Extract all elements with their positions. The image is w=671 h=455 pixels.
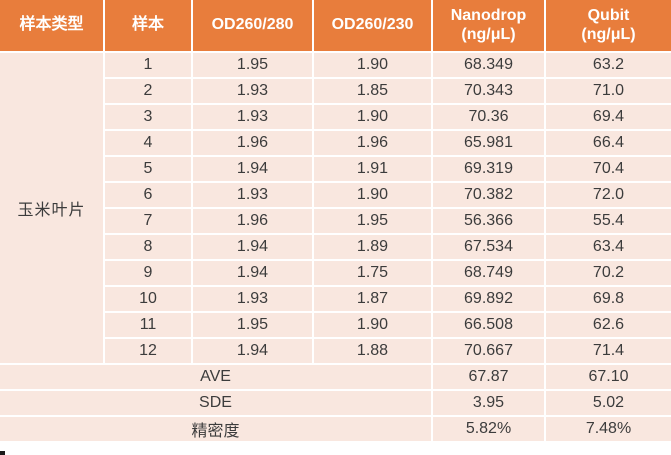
cell-qubit: 70.2 bbox=[546, 261, 671, 285]
cell-od260-280: 1.94 bbox=[193, 261, 312, 285]
cell-qubit: 55.4 bbox=[546, 209, 671, 233]
cell-nanodrop: 67.534 bbox=[433, 235, 544, 259]
header-sample-type: 样本类型 bbox=[0, 0, 103, 51]
cell-od260-280: 1.93 bbox=[193, 105, 312, 129]
table-row: 11 1.95 1.90 66.508 62.6 bbox=[0, 313, 671, 337]
table-row: 12 1.94 1.88 70.667 71.4 bbox=[0, 339, 671, 363]
cell-od260-230: 1.88 bbox=[314, 339, 431, 363]
summary-row-sde: SDE 3.95 5.02 bbox=[0, 391, 671, 415]
cell-od260-230: 1.90 bbox=[314, 183, 431, 207]
cell-od260-280: 1.96 bbox=[193, 131, 312, 155]
cell-od260-230: 1.95 bbox=[314, 209, 431, 233]
cell-sample-id: 4 bbox=[105, 131, 191, 155]
table-row: 6 1.93 1.90 70.382 72.0 bbox=[0, 183, 671, 207]
cell-qubit: 69.8 bbox=[546, 287, 671, 311]
cell-sample-id: 2 bbox=[105, 79, 191, 103]
cell-sample-id: 7 bbox=[105, 209, 191, 233]
header-nanodrop: Nanodrop (ng/μL) bbox=[433, 0, 544, 51]
cell-nanodrop: 69.319 bbox=[433, 157, 544, 181]
cell-od260-230: 1.87 bbox=[314, 287, 431, 311]
table-row: 9 1.94 1.75 68.749 70.2 bbox=[0, 261, 671, 285]
cell-nanodrop: 68.749 bbox=[433, 261, 544, 285]
cell-qubit: 71.4 bbox=[546, 339, 671, 363]
summary-label-sde: SDE bbox=[0, 391, 431, 415]
cell-od260-230: 1.85 bbox=[314, 79, 431, 103]
cell-sample-id: 6 bbox=[105, 183, 191, 207]
cell-qubit: 62.6 bbox=[546, 313, 671, 337]
cell-qubit: 63.4 bbox=[546, 235, 671, 259]
cell-nanodrop: 56.366 bbox=[433, 209, 544, 233]
cell-od260-280: 1.94 bbox=[193, 157, 312, 181]
cell-od260-230: 1.91 bbox=[314, 157, 431, 181]
cell-od260-280: 1.94 bbox=[193, 339, 312, 363]
summary-ave-nanodrop: 67.87 bbox=[433, 365, 544, 389]
cell-sample-id: 1 bbox=[105, 53, 191, 77]
cell-sample-id: 5 bbox=[105, 157, 191, 181]
cell-nanodrop: 70.382 bbox=[433, 183, 544, 207]
cell-nanodrop: 70.343 bbox=[433, 79, 544, 103]
cell-od260-280: 1.94 bbox=[193, 235, 312, 259]
table-row: 8 1.94 1.89 67.534 63.4 bbox=[0, 235, 671, 259]
header-qubit: Qubit (ng/μL) bbox=[546, 0, 671, 51]
cell-sample-id: 8 bbox=[105, 235, 191, 259]
header-od260-280: OD260/280 bbox=[193, 0, 312, 51]
cell-nanodrop: 69.892 bbox=[433, 287, 544, 311]
summary-precision-nanodrop: 5.82% bbox=[433, 417, 544, 441]
summary-row-ave: AVE 67.87 67.10 bbox=[0, 365, 671, 389]
sample-qc-table: 样本类型 样本 OD260/280 OD260/230 Nanodrop (ng… bbox=[0, 0, 671, 441]
sample-type-cell: 玉米叶片 bbox=[0, 53, 103, 363]
summary-ave-qubit: 67.10 bbox=[546, 365, 671, 389]
cell-sample-id: 12 bbox=[105, 339, 191, 363]
cell-nanodrop: 66.508 bbox=[433, 313, 544, 337]
table-row: 玉米叶片 1 1.95 1.90 68.349 63.2 bbox=[0, 53, 671, 363]
summary-label-precision: 精密度 bbox=[0, 417, 431, 441]
cell-qubit: 72.0 bbox=[546, 183, 671, 207]
cell-od260-280: 1.95 bbox=[193, 53, 312, 77]
summary-sde-qubit: 5.02 bbox=[546, 391, 671, 415]
cell-qubit: 66.4 bbox=[546, 131, 671, 155]
cell-nanodrop: 68.349 bbox=[433, 53, 544, 77]
cell-od260-280: 1.95 bbox=[193, 313, 312, 337]
summary-precision-qubit: 7.48% bbox=[546, 417, 671, 441]
cell-od260-230: 1.96 bbox=[314, 131, 431, 155]
cell-nanodrop: 70.667 bbox=[433, 339, 544, 363]
cell-od260-230: 1.90 bbox=[314, 53, 431, 77]
table-row: 10 1.93 1.87 69.892 69.8 bbox=[0, 287, 671, 311]
cell-od260-280: 1.93 bbox=[193, 79, 312, 103]
cell-sample-id: 3 bbox=[105, 105, 191, 129]
cell-nanodrop: 65.981 bbox=[433, 131, 544, 155]
cell-qubit: 69.4 bbox=[546, 105, 671, 129]
header-row: 样本类型 样本 OD260/280 OD260/230 Nanodrop (ng… bbox=[0, 0, 671, 51]
cell-od260-230: 1.89 bbox=[314, 235, 431, 259]
cell-sample-id: 11 bbox=[105, 313, 191, 337]
table-row: 7 1.96 1.95 56.366 55.4 bbox=[0, 209, 671, 233]
table-row: 5 1.94 1.91 69.319 70.4 bbox=[0, 157, 671, 181]
cell-qubit: 70.4 bbox=[546, 157, 671, 181]
cell-od260-230: 1.90 bbox=[314, 105, 431, 129]
table-row: 2 1.93 1.85 70.343 71.0 bbox=[0, 79, 671, 103]
summary-row-precision: 精密度 5.82% 7.48% bbox=[0, 417, 671, 441]
cell-sample-id: 10 bbox=[105, 287, 191, 311]
cell-od260-280: 1.93 bbox=[193, 287, 312, 311]
table-row: 3 1.93 1.90 70.36 69.4 bbox=[0, 105, 671, 129]
header-sample: 样本 bbox=[105, 0, 191, 51]
summary-label-ave: AVE bbox=[0, 365, 431, 389]
cell-od260-280: 1.93 bbox=[193, 183, 312, 207]
cell-od260-280: 1.96 bbox=[193, 209, 312, 233]
cell-nanodrop: 70.36 bbox=[433, 105, 544, 129]
cell-od260-230: 1.75 bbox=[314, 261, 431, 285]
cell-qubit: 71.0 bbox=[546, 79, 671, 103]
summary-sde-nanodrop: 3.95 bbox=[433, 391, 544, 415]
table-row: 4 1.96 1.96 65.981 66.4 bbox=[0, 131, 671, 155]
cell-sample-id: 9 bbox=[105, 261, 191, 285]
corner-artifact bbox=[0, 451, 5, 455]
cell-qubit: 63.2 bbox=[546, 53, 671, 77]
header-od260-230: OD260/230 bbox=[314, 0, 431, 51]
cell-od260-230: 1.90 bbox=[314, 313, 431, 337]
